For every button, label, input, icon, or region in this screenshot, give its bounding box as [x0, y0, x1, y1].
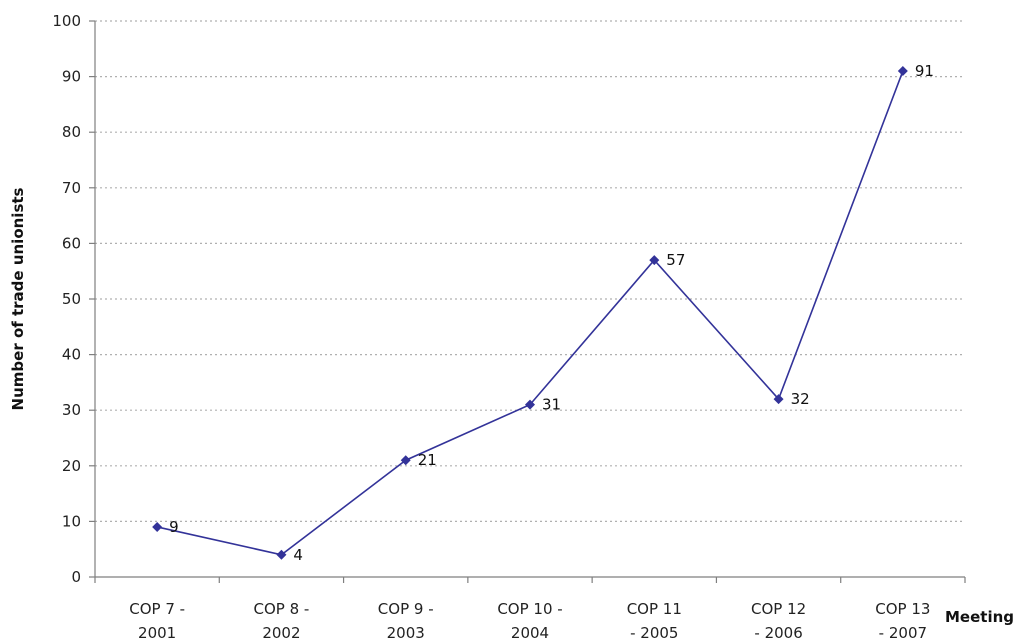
data-label: 31: [542, 396, 561, 414]
data-point: [276, 549, 287, 560]
x-tick-label: COP 7 -2001: [129, 600, 185, 642]
data-label: 57: [666, 251, 685, 269]
y-tick-label: 80: [62, 123, 81, 141]
data-label: 9: [169, 518, 179, 536]
y-tick-label: 90: [62, 68, 81, 86]
y-tick-label: 20: [62, 457, 81, 475]
y-tick-label: 100: [52, 12, 81, 30]
axes: [89, 20, 966, 583]
y-tick-labels: 0 10 20 30 40 50 60 70 80 90 100: [52, 12, 81, 586]
series-line: [156, 70, 904, 556]
y-tick-label: 40: [62, 346, 81, 364]
y-tick-label: 60: [62, 234, 81, 252]
x-tick-label: COP 13- 2007: [875, 600, 930, 642]
data-point: [649, 255, 660, 266]
data-point: [152, 521, 163, 532]
x-tick-label: COP 11- 2005: [627, 600, 682, 642]
series-trade-unionists: [152, 66, 908, 560]
y-tick-label: 0: [71, 568, 81, 586]
x-tick-label: COP 8 -2002: [254, 600, 310, 642]
y-tick-label: 70: [62, 179, 81, 197]
data-labels: 9 4 21 31 57 32 91: [169, 62, 934, 564]
data-point: [400, 455, 411, 466]
x-tick-labels: COP 7 -2001 COP 8 -2002 COP 9 -2003 COP 10 …: [129, 600, 930, 642]
data-point: [897, 66, 908, 77]
x-axis-title: Meeting: [945, 608, 1014, 626]
y-tick-label: 10: [62, 512, 81, 530]
data-point: [773, 394, 784, 405]
data-label: 4: [293, 546, 303, 564]
y-tick-label: 50: [62, 290, 81, 308]
data-label: 21: [418, 451, 437, 469]
data-label: 91: [915, 62, 934, 80]
data-label: 32: [791, 390, 810, 408]
data-point: [525, 399, 535, 410]
y-axis-title: Number of trade unionists: [9, 187, 27, 410]
gridlines: [95, 20, 965, 523]
x-tick-label: COP 12- 2006: [751, 600, 806, 642]
x-tick-label: COP 10 -2004: [497, 600, 562, 642]
x-tick-label: COP 9 -2003: [378, 600, 434, 642]
y-tick-label: 30: [62, 401, 81, 419]
